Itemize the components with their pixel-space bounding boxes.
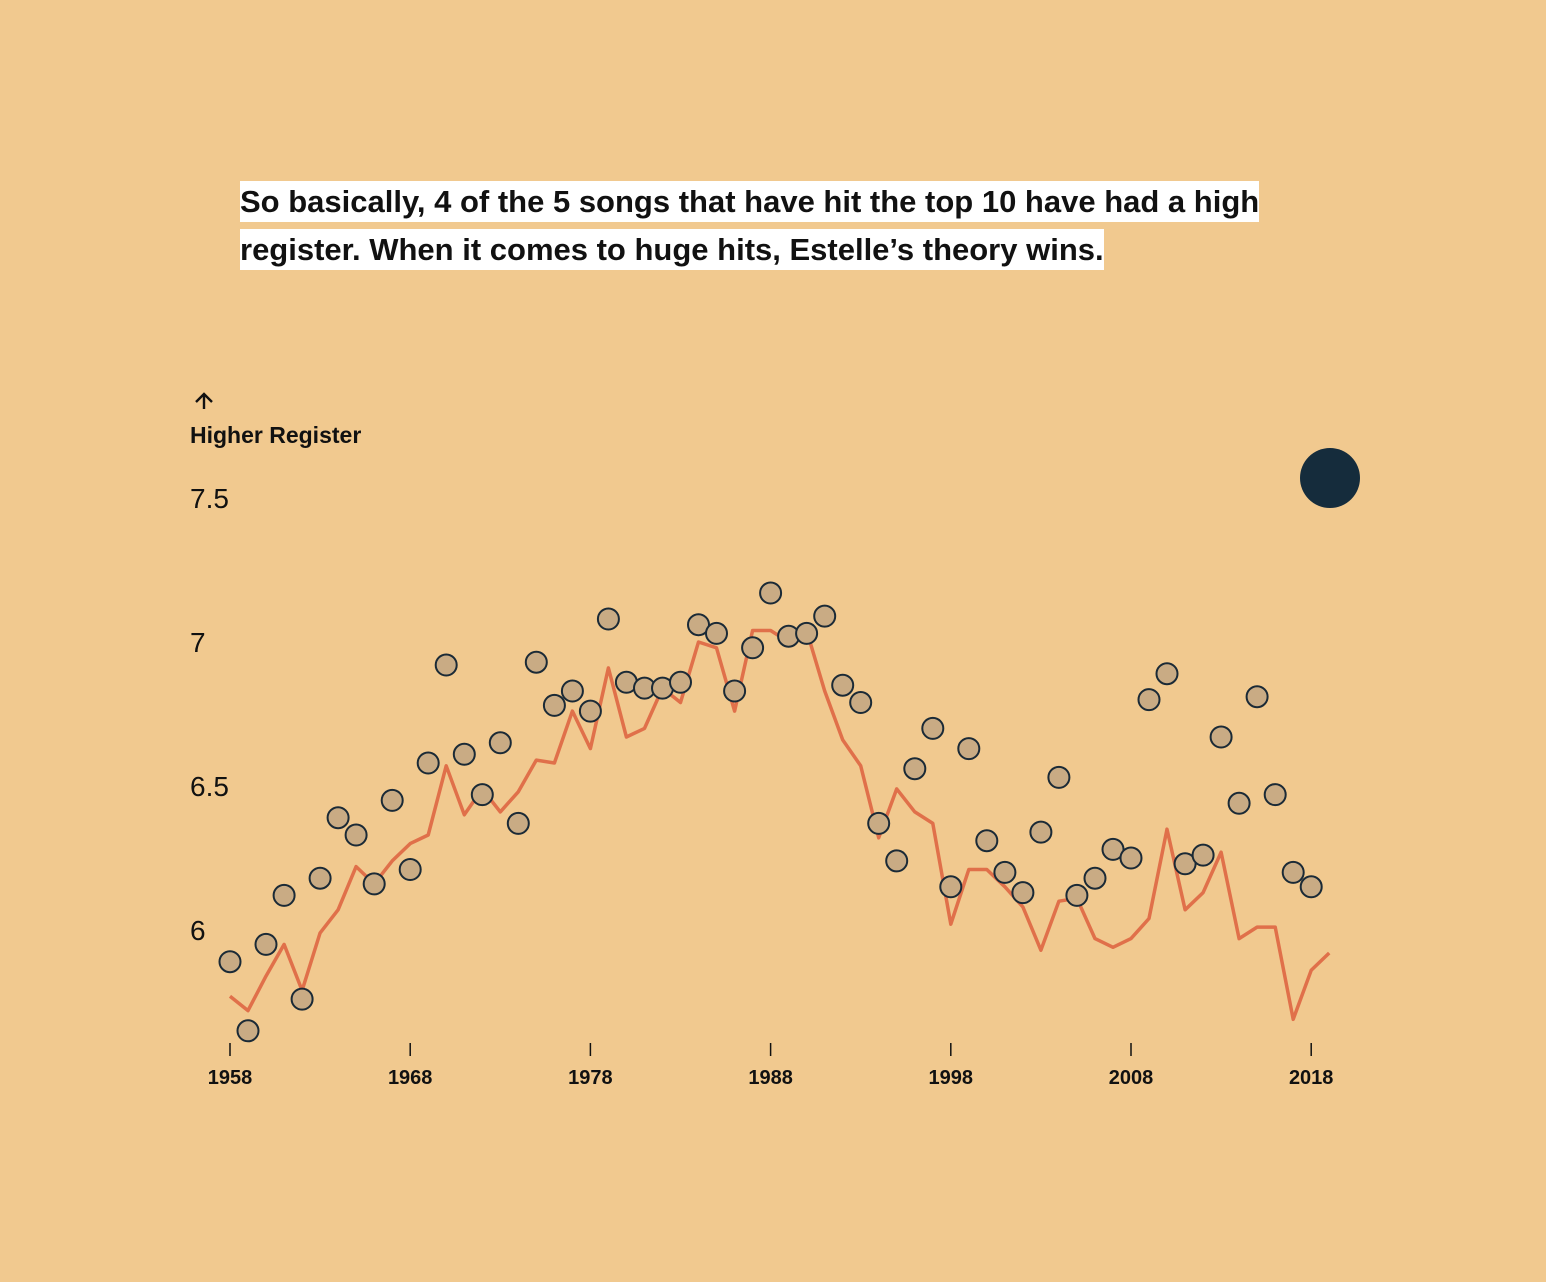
scatter-point xyxy=(1119,846,1143,870)
x-tick-label: 1998 xyxy=(929,1067,974,1089)
scatter-point xyxy=(795,621,819,645)
scatter-point xyxy=(380,788,404,812)
scatter-point xyxy=(1029,820,1053,844)
y-tick-label: 6.5 xyxy=(190,771,229,802)
x-tick-label: 2018 xyxy=(1289,1067,1334,1089)
scatter-point xyxy=(398,858,422,881)
y-tick-label: 6 xyxy=(190,915,206,946)
scatter-point xyxy=(867,811,891,835)
up-arrow-icon xyxy=(195,392,213,409)
scatter-point xyxy=(218,950,242,974)
scatter-point xyxy=(452,742,476,766)
x-tick-label: 2008 xyxy=(1109,1067,1154,1089)
scatter-point xyxy=(1047,765,1071,789)
scatter-point xyxy=(290,987,314,1011)
scatter-point xyxy=(272,883,296,907)
scatter-point xyxy=(1281,860,1305,884)
scatter-point xyxy=(669,670,692,694)
y-axis-ticks: 6 6.5 7 7.5 xyxy=(190,483,229,946)
scatter-point xyxy=(903,757,927,781)
scatter-point xyxy=(993,860,1017,884)
scatter-point xyxy=(1155,662,1179,686)
scatter-point xyxy=(759,581,783,605)
scatter-point xyxy=(957,737,981,761)
y-tick-label: 7.5 xyxy=(190,483,229,514)
scatter-point xyxy=(524,650,548,674)
x-tick-label: 1968 xyxy=(388,1067,433,1089)
scatter-point xyxy=(813,604,837,628)
scatter-point xyxy=(362,872,386,896)
scatter-point xyxy=(741,636,765,660)
scatter-point xyxy=(470,783,494,807)
scatter-point xyxy=(434,653,458,677)
scatter-point xyxy=(1227,791,1251,815)
y-tick-label: 7 xyxy=(190,627,206,658)
y-axis-label: Higher Register xyxy=(190,392,361,448)
x-tick-label: 1958 xyxy=(208,1067,253,1089)
scatter-point xyxy=(1137,688,1161,712)
scatter-point xyxy=(1299,875,1323,899)
scatter-point xyxy=(705,621,728,645)
scatter-point xyxy=(1245,685,1269,709)
scatter-point xyxy=(488,731,512,755)
scatter-point xyxy=(939,875,963,899)
scatter-point xyxy=(1209,725,1233,749)
scatter-point xyxy=(723,679,747,703)
scatter-point xyxy=(1011,881,1035,905)
headline: So basically, 4 of the 5 songs that have… xyxy=(240,178,1340,274)
x-tick-label: 1978 xyxy=(568,1067,613,1089)
x-tick-label: 1988 xyxy=(748,1067,793,1089)
scatter-point xyxy=(344,823,368,847)
scatter-point xyxy=(578,699,602,723)
scatter-point xyxy=(1191,843,1215,867)
scatter-point xyxy=(921,716,945,740)
scatter-point xyxy=(849,691,873,714)
scatter-point xyxy=(975,829,999,853)
scatter-point xyxy=(831,673,855,697)
scatter-point xyxy=(542,693,566,717)
scatter-point xyxy=(560,679,584,703)
scatter-point xyxy=(254,932,278,956)
scatter-point xyxy=(1263,783,1287,807)
scatter-point xyxy=(326,806,350,830)
scatter-point xyxy=(506,811,530,835)
trend-line xyxy=(228,628,1331,1022)
x-axis: 1958 1968 1978 1988 1998 2008 2018 xyxy=(208,1043,1334,1089)
scatter-point xyxy=(416,751,440,775)
highlight-marker xyxy=(1300,448,1360,508)
scatter-point xyxy=(596,607,620,631)
scatter-point xyxy=(1083,866,1107,890)
scatter-point xyxy=(236,1019,260,1043)
scatter-point xyxy=(308,866,332,890)
y-axis-title: Higher Register xyxy=(190,422,361,448)
scatter-point xyxy=(1065,883,1089,907)
scatter-points xyxy=(218,581,1323,1043)
scatter-point xyxy=(885,849,909,873)
